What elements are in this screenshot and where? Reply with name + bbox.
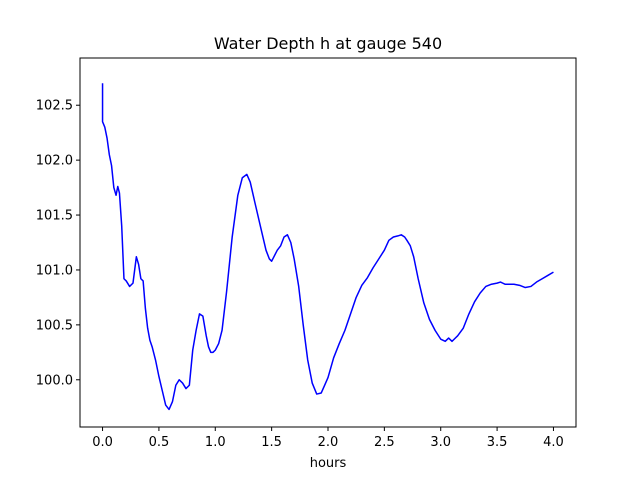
x-tick-label: 1.5: [261, 435, 282, 450]
chart-title: Water Depth h at gauge 540: [214, 34, 442, 53]
y-tick-label: 100.5: [36, 318, 73, 333]
y-tick-label: 102.5: [36, 99, 73, 114]
x-tick-label: 3.5: [487, 435, 508, 450]
x-tick-label: 0.0: [92, 435, 113, 450]
x-tick-label: 4.0: [543, 435, 564, 450]
x-axis-label: hours: [310, 456, 347, 471]
x-axis-ticks: 0.0 0.5 1.0 1.5 2.0 2.5 3.0 3.5 4.0: [92, 427, 564, 450]
series-line: [101, 83, 554, 411]
x-tick-label: 1.0: [205, 435, 226, 450]
y-axis-ticks: 100.0 100.5 101.0 101.5 102.0 102.5: [36, 99, 80, 388]
x-tick-label: 3.0: [430, 435, 451, 450]
y-tick-label: 101.5: [36, 209, 73, 224]
y-tick-label: 102.0: [36, 154, 73, 169]
x-tick-label: 2.5: [374, 435, 395, 450]
x-tick-label: 2.0: [318, 435, 339, 450]
x-tick-label: 0.5: [149, 435, 170, 450]
y-tick-label: 100.0: [36, 373, 73, 388]
y-tick-label: 101.0: [36, 263, 73, 278]
